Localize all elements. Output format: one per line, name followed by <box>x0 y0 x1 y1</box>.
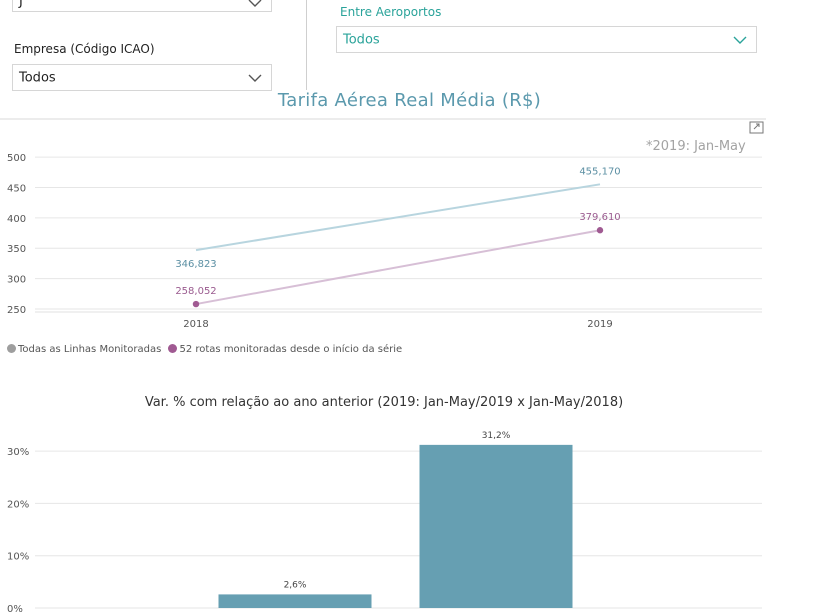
y-tick-label: 30% <box>7 447 29 458</box>
bar-data-label: 2,6% <box>284 580 307 590</box>
aeroportos-filter-value: Todos <box>343 32 380 47</box>
series-line <box>195 229 601 306</box>
data-label: 346,823 <box>175 259 216 270</box>
legend-item-52-rotas[interactable]: 52 rotas monitoradas desde o início da s… <box>168 344 402 355</box>
x-tick-label: 2018 <box>183 319 208 330</box>
y-tick-label: 300 <box>7 275 26 286</box>
y-tick-label: 10% <box>7 552 29 563</box>
empresa-filter-label: Empresa (Código ICAO) <box>14 42 155 56</box>
data-label: 258,052 <box>175 286 216 297</box>
aeroportos-filter-label: Entre Aeroportos <box>340 5 442 19</box>
bar-chart: 0% 10% 20% 30% 2,6% 31,2% <box>7 431 762 614</box>
y-tick-label: 250 <box>7 305 26 316</box>
period-note: *2019: Jan-May <box>646 139 746 154</box>
line-chart-title: Tarifa Aérea Real Média (R$) <box>277 90 542 111</box>
visual-header-band <box>0 118 766 120</box>
top-filter-value: J <box>19 0 23 9</box>
data-label: 455,170 <box>579 166 620 177</box>
data-label: 379,610 <box>579 212 620 223</box>
y-tick-label: 0% <box>7 604 23 614</box>
legend-item-todas[interactable]: Todas as Linhas Monitoradas <box>7 344 161 355</box>
y-tick-label: 450 <box>7 183 26 194</box>
empresa-filter-value: Todos <box>19 70 56 85</box>
focus-mode-icon[interactable] <box>749 121 764 134</box>
x-tick-label: 2019 <box>587 319 612 330</box>
bar <box>419 444 573 608</box>
chevron-down-icon <box>248 0 262 7</box>
bar-data-label: 31,2% <box>482 431 511 441</box>
y-tick-label: 350 <box>7 244 26 255</box>
filter-separator <box>306 0 307 90</box>
line-chart-legend: Todas as Linhas Monitoradas 52 rotas mon… <box>7 344 402 355</box>
chevron-down-icon <box>733 36 747 44</box>
empresa-filter-dropdown[interactable]: Todos <box>12 64 272 91</box>
y-tick-label: 20% <box>7 499 29 510</box>
line-chart: 250 300 350 400 450 500 2018 2019 346,823 455,170… <box>7 153 762 330</box>
y-tick-label: 500 <box>7 153 26 164</box>
bar <box>218 594 372 608</box>
aeroportos-filter-dropdown[interactable]: Todos <box>336 26 757 53</box>
y-tick-label: 400 <box>7 214 26 225</box>
series-line <box>195 183 601 252</box>
legend-label: 52 rotas monitoradas desde o início da s… <box>179 344 403 355</box>
bar-chart-title: Var. % com relação ao ano anterior (2019… <box>144 395 624 410</box>
data-point <box>192 300 200 308</box>
chevron-down-icon <box>248 74 262 82</box>
legend-marker <box>168 344 178 353</box>
data-point <box>596 227 604 234</box>
legend-marker <box>7 344 16 353</box>
top-filter-dropdown[interactable]: J <box>12 0 272 12</box>
legend-label: Todas as Linhas Monitoradas <box>18 344 162 355</box>
